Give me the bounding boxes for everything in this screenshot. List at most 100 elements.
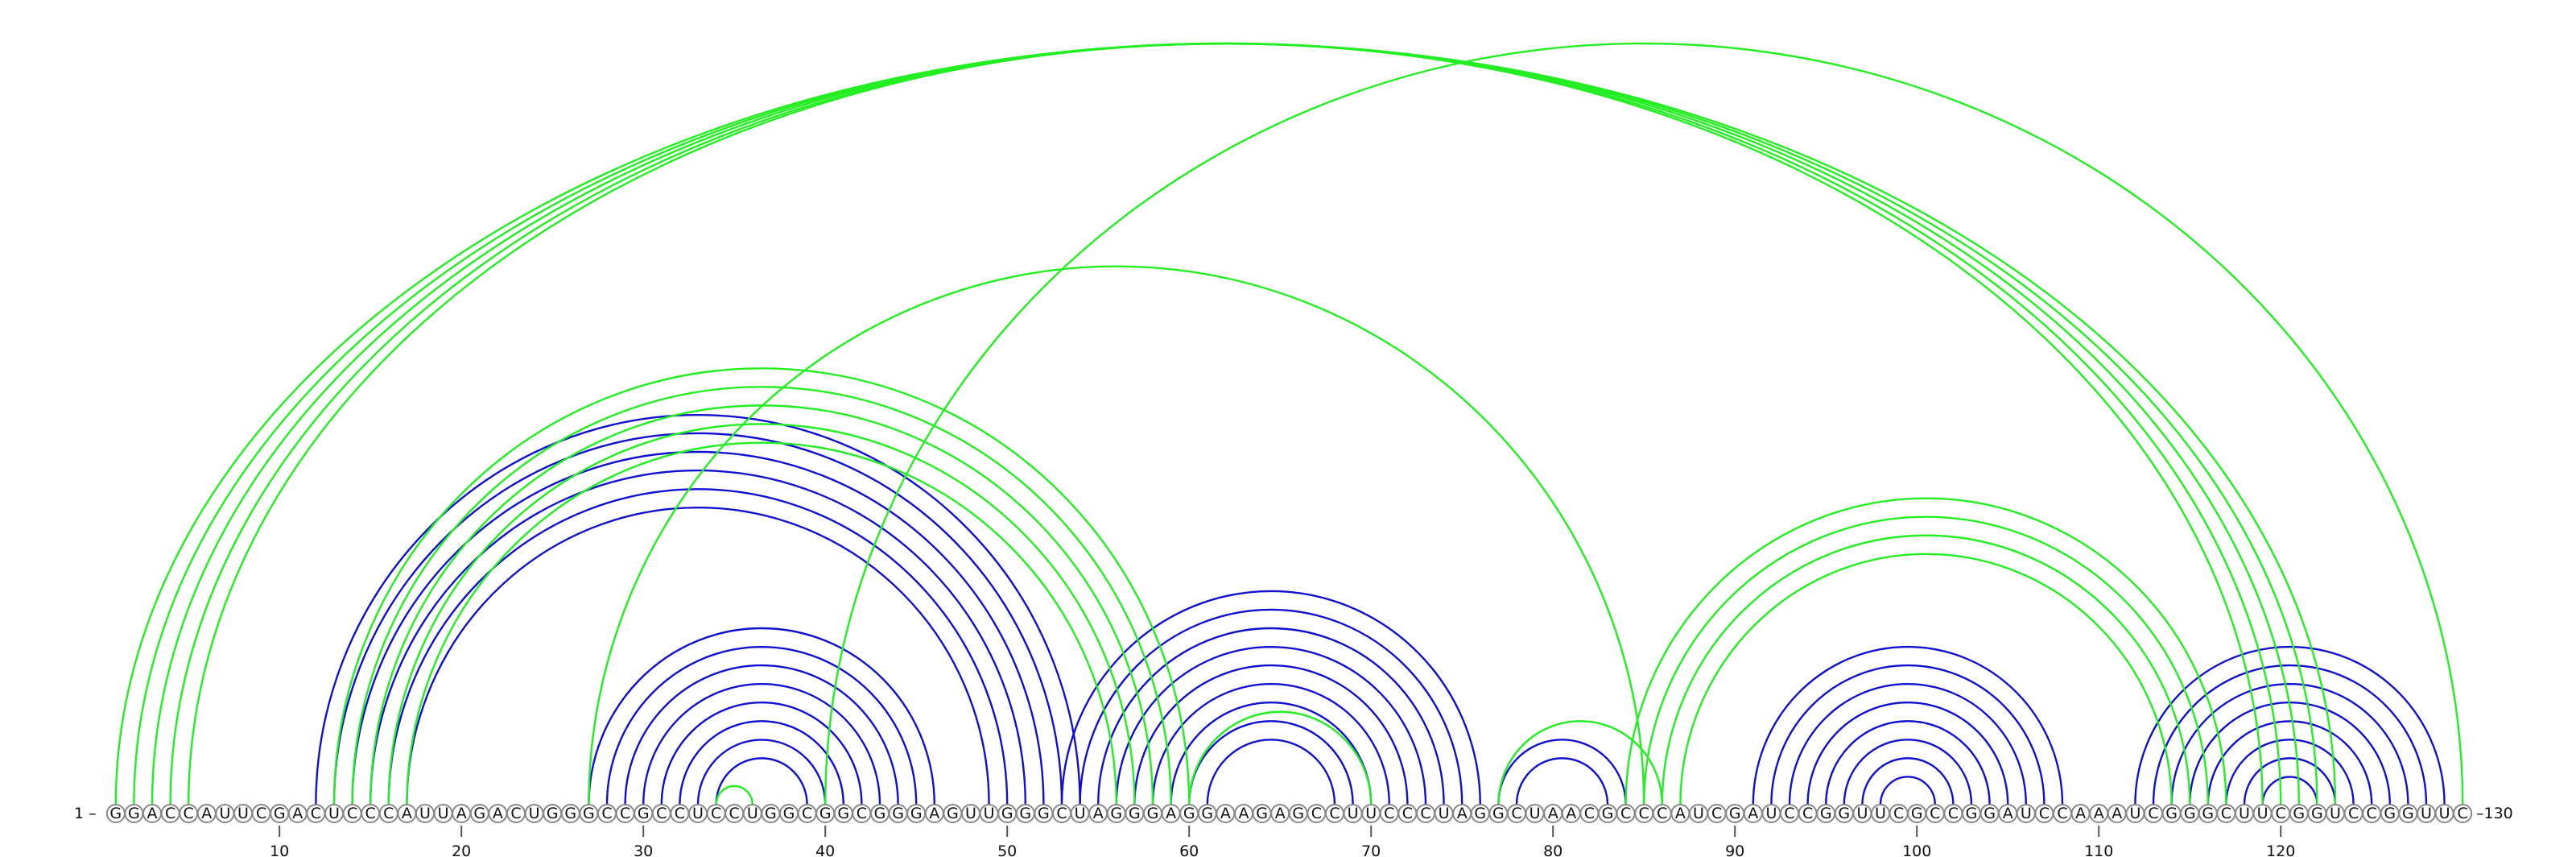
nucleotide-letter: A bbox=[1748, 805, 1758, 822]
nucleotide-letter: G bbox=[1019, 805, 1031, 822]
nucleotide-letter: A bbox=[1275, 805, 1286, 822]
nucleotide-letter: C bbox=[1802, 805, 1813, 822]
nucleotide-letter: C bbox=[1329, 805, 1340, 822]
arc-green-77-86 bbox=[1497, 720, 1663, 805]
nucleotide-letter: C bbox=[2221, 805, 2231, 822]
nucleotide-letter: U bbox=[328, 805, 340, 822]
nucleotide-letter: C bbox=[2348, 805, 2359, 822]
nucleotide-letter: G bbox=[1984, 805, 1996, 822]
nucleotide-letter: C bbox=[1711, 805, 1722, 822]
arc-blue-14-52 bbox=[351, 450, 1045, 805]
nucleotide-letter: C bbox=[383, 805, 394, 822]
nucleotide-letter: A bbox=[493, 805, 503, 822]
nucleotide-letter: G bbox=[910, 805, 923, 822]
nucleotide-letter: U bbox=[529, 805, 540, 822]
arc-green-14-59 bbox=[351, 386, 1172, 805]
arc-blue-27-46 bbox=[588, 627, 935, 805]
arc-green-16-57 bbox=[387, 423, 1136, 805]
nucleotide-letter: C bbox=[347, 805, 357, 822]
arc-green-40-130 bbox=[824, 42, 2464, 805]
nucleotide-letter: G bbox=[1129, 805, 1141, 822]
nucleotide-letter: A bbox=[1566, 805, 1576, 822]
sequence-start-label: 1 – bbox=[74, 805, 97, 822]
arc-blue-30-43 bbox=[642, 683, 881, 805]
nucleotide-letter: C bbox=[711, 805, 721, 822]
tick-label: 110 bbox=[2084, 843, 2113, 857]
nucleotide-letter: G bbox=[1292, 805, 1304, 822]
arc-blue-54-75 bbox=[1079, 608, 1463, 805]
nucleotide-letter: G bbox=[2402, 805, 2414, 822]
nucleotide-letter: U bbox=[1765, 805, 1777, 822]
nucleotide-letter: G bbox=[547, 805, 559, 822]
nucleotide-letter: G bbox=[1001, 805, 1013, 822]
position-ticks: 10 20 30 40 50 60 70 80 90 100 110 120 bbox=[270, 826, 2295, 857]
nucleotide-letter: C bbox=[2458, 805, 2468, 822]
nucleotide-letter: U bbox=[2239, 805, 2250, 822]
nucleotide-letter: U bbox=[984, 805, 995, 822]
nucleotide-letter: U bbox=[965, 805, 976, 822]
nucleotide-letter: C bbox=[857, 805, 867, 822]
arc-blue-97-102 bbox=[1861, 757, 1955, 805]
arc-blue-29-44 bbox=[624, 664, 899, 805]
arc-green-27-85 bbox=[588, 265, 1645, 805]
arc-blue-92-107 bbox=[1770, 664, 2046, 805]
arc-blue-94-105 bbox=[1806, 702, 2009, 805]
arc-green-2-122 bbox=[133, 42, 2318, 805]
nucleotide-letter: U bbox=[692, 805, 704, 822]
nucleotide-letter: G bbox=[109, 805, 122, 822]
nucleotide-letter: A bbox=[1166, 805, 1176, 822]
nucleotide-letter: C bbox=[1311, 805, 1322, 822]
nucleotide-letter: A bbox=[456, 805, 467, 822]
arc-blue-32-41 bbox=[679, 720, 844, 805]
nucleotide-letter: G bbox=[892, 805, 904, 822]
nucleotide-letter: A bbox=[2075, 805, 2086, 822]
arc-blue-91-108 bbox=[1752, 645, 2064, 805]
base-pair-arcs bbox=[114, 42, 2464, 805]
nucleotide-letter: A bbox=[2112, 805, 2122, 822]
arc-blue-116-125 bbox=[2207, 720, 2373, 805]
nucleotide-letter: C bbox=[2367, 805, 2377, 822]
arc-green-3-121 bbox=[151, 42, 2300, 805]
nucleotide-letter: U bbox=[1439, 805, 1450, 822]
nucleotide-letter: G bbox=[2165, 805, 2178, 822]
arc-blue-59-70 bbox=[1170, 702, 1373, 805]
nucleotide-letter: C bbox=[1584, 805, 1595, 822]
nucleotide-letter: C bbox=[2276, 805, 2286, 822]
nucleotide-letter: C bbox=[2057, 805, 2067, 822]
tick-label: 30 bbox=[634, 843, 653, 857]
tick-label: 20 bbox=[452, 843, 471, 857]
arc-blue-17-49 bbox=[406, 507, 990, 805]
arc-blue-93-106 bbox=[1788, 683, 2027, 805]
arc-blue-53-76 bbox=[1060, 590, 1481, 805]
nucleotide-letter: C bbox=[311, 805, 321, 822]
nucleotide-letter: C bbox=[601, 805, 612, 822]
sequence-end-label: –130 bbox=[2476, 805, 2513, 822]
nucleotide-letter: G bbox=[564, 805, 576, 822]
nucleotide-letter: C bbox=[256, 805, 266, 822]
nucleotide-letter: C bbox=[184, 805, 194, 822]
nucleotide-letter: C bbox=[165, 805, 175, 822]
nucleotide-letter: G bbox=[1820, 805, 1832, 822]
arc-blue-16-50 bbox=[387, 488, 1009, 805]
arc-blue-115-126 bbox=[2189, 702, 2391, 805]
nucleotide-letter: G bbox=[1256, 805, 1268, 822]
nucleotide-letter: C bbox=[1784, 805, 1794, 822]
arc-blue-61-68 bbox=[1206, 739, 1336, 805]
nucleotide-letter: G bbox=[2311, 805, 2323, 822]
nucleotide-letter: U bbox=[1530, 805, 1541, 822]
nucleotide-letter: G bbox=[2293, 805, 2305, 822]
nucleotide-letter: U bbox=[438, 805, 449, 822]
arc-green-85-116 bbox=[1643, 515, 2209, 805]
nucleotide-letter: G bbox=[1201, 805, 1213, 822]
nucleotide-letter: G bbox=[274, 805, 286, 822]
nucleotide-letter: G bbox=[1110, 805, 1122, 822]
nucleotide-letter: U bbox=[2421, 805, 2432, 822]
arc-blue-15-51 bbox=[369, 469, 1026, 805]
nucleotide-letter: C bbox=[510, 805, 521, 822]
nucleotide-letter: U bbox=[2257, 805, 2268, 822]
tick-label: 90 bbox=[1725, 843, 1744, 857]
arc-green-34-36 bbox=[715, 785, 753, 805]
arc-blue-112-129 bbox=[2134, 645, 2446, 805]
nucleotide-letter: C bbox=[1511, 805, 1521, 822]
